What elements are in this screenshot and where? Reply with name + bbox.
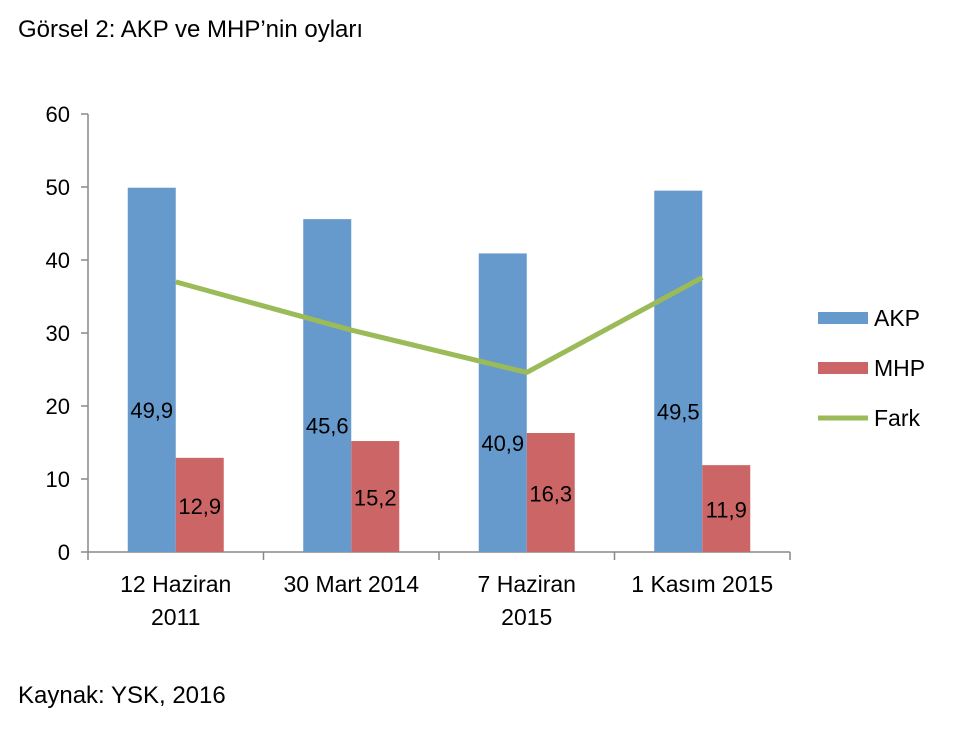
chart-data-labels: 49,9 45,6 40,9 49,5 12,9 15,2 16,3 11,9 — [130, 398, 747, 523]
y-tick-label: 0 — [58, 540, 70, 565]
data-label-akp: 45,6 — [306, 414, 349, 439]
legend-swatch-akp — [818, 312, 868, 324]
bar-akp — [127, 187, 176, 553]
y-tick-label: 10 — [46, 467, 70, 492]
y-tick-label: 50 — [46, 175, 70, 200]
y-tick-label: 30 — [46, 321, 70, 346]
data-label-mhp: 11,9 — [706, 498, 747, 523]
chart-title: Görsel 2: AKP ve MHP’nin oyları — [18, 16, 364, 43]
data-label-akp: 40,9 — [481, 431, 524, 456]
legend-label-fark: Fark — [874, 405, 921, 431]
chart-legend: AKP MHP Fark — [818, 305, 925, 431]
line-fark — [175, 275, 704, 375]
x-tick-label: 2011 — [151, 604, 200, 630]
x-tick-label: 30 Mart 2014 — [283, 571, 419, 597]
y-tick-label: 60 — [46, 102, 70, 127]
bar-mhp — [175, 457, 224, 552]
bar-mhp — [526, 433, 575, 552]
bar-mhp — [702, 465, 751, 552]
bar-mhp — [351, 441, 400, 552]
x-tick-label: 1 Kasım 2015 — [631, 571, 773, 597]
bar-akp — [478, 253, 527, 552]
chart-axes: 0 10 20 30 40 50 60 12 Haziran 2011 30 Mart 2014 7… — [46, 102, 791, 630]
x-tick-label: 12 Haziran — [120, 571, 231, 597]
bar-akp — [303, 219, 352, 552]
y-tick-label: 40 — [46, 248, 70, 273]
data-label-akp: 49,5 — [657, 399, 700, 424]
y-tick-label: 20 — [46, 394, 70, 419]
data-label-mhp: 16,3 — [529, 482, 572, 507]
x-tick-label: 2015 — [501, 604, 552, 630]
data-label-mhp: 12,9 — [178, 494, 221, 519]
chart-bars — [127, 187, 751, 553]
legend-swatch-mhp — [818, 362, 868, 374]
data-label-akp: 49,9 — [130, 398, 173, 423]
chart-lines — [175, 275, 704, 375]
legend-label-akp: AKP — [874, 305, 920, 331]
bar-akp — [654, 190, 703, 552]
source-note: Kaynak: YSK, 2016 — [18, 682, 226, 709]
x-tick-label: 7 Haziran — [478, 571, 576, 597]
data-label-mhp: 15,2 — [354, 486, 397, 511]
legend-label-mhp: MHP — [874, 355, 925, 381]
